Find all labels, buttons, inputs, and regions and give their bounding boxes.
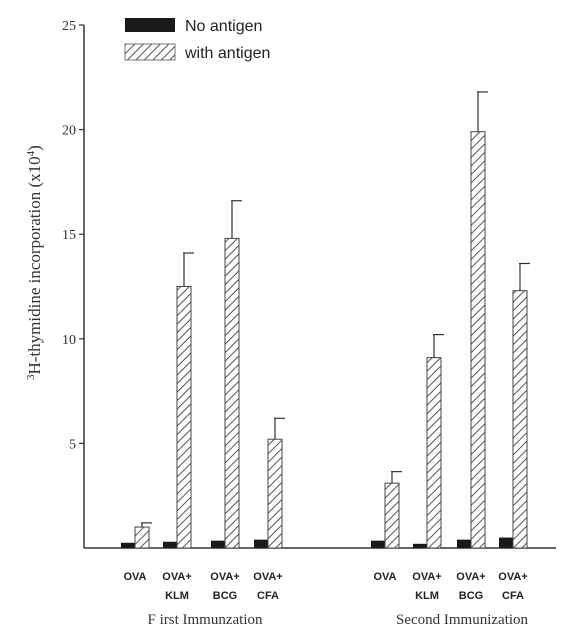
y-axis-label-exponent: 4 [25,150,37,156]
y-tick-label: 25 [62,19,76,34]
category-label-line2: KLM [415,590,439,602]
category-label-line2: KLM [165,590,189,602]
y-axis-label-superscript: 3 [25,374,37,380]
bar-with-antigen [470,131,486,549]
y-tick-label: 5 [69,437,76,452]
category-label: OVA+ [456,571,485,583]
legend-swatch-with-antigen [124,43,176,61]
category-label: OVA [373,571,396,583]
category-label-line2: CFA [502,590,524,602]
legend: No antigen with antigen [124,18,270,62]
bar-with-antigen [426,357,442,549]
y-axis-label-suffix: ) [25,145,44,151]
bar-no-antigen [457,539,471,548]
bar-no-antigen [499,537,513,548]
bar-no-antigen [121,542,135,548]
category-label: OVA+ [253,571,282,583]
legend-label-no-antigen: No antigen [185,18,262,35]
y-ticks: 5 10 15 20 25 [62,19,84,452]
category-label: OVA+ [498,571,527,583]
bar-with-antigen [176,286,192,549]
bar-no-antigen [254,539,268,548]
y-axis-label-main: H-thymidine incorporation (x10 [25,156,44,374]
y-tick-label: 15 [62,228,76,243]
bar-no-antigen [371,540,385,548]
category-label-line2: BCG [459,590,483,602]
category-label-line2: CFA [257,590,279,602]
legend-label-with-antigen: with antigen [184,45,270,62]
bar-no-antigen [163,541,177,548]
bar-with-antigen [134,526,150,549]
bar-with-antigen [512,290,528,549]
bar-no-antigen [211,540,225,548]
y-tick-label: 20 [62,124,76,139]
bars [121,91,530,549]
category-label: OVA+ [162,571,191,583]
y-axis-label: 3H-thymidine incorporation (x104) [25,145,44,380]
category-label: OVA [123,571,146,583]
bar-with-antigen [224,237,240,549]
category-label: OVA+ [210,571,239,583]
category-label: OVA+ [412,571,441,583]
category-labels: OVA OVA+ KLM OVA+ BCG OVA+ CFA F irst Immunzati… [123,571,528,628]
group-label: F irst Immunzation [148,612,263,628]
y-tick-label: 10 [62,333,76,348]
bar-no-antigen [413,543,427,548]
category-label-line2: BCG [213,590,237,602]
bar-with-antigen [267,438,283,549]
bar-with-antigen [384,482,400,549]
group-label: Second Immunization [396,612,529,628]
legend-swatch-no-antigen [125,18,175,32]
